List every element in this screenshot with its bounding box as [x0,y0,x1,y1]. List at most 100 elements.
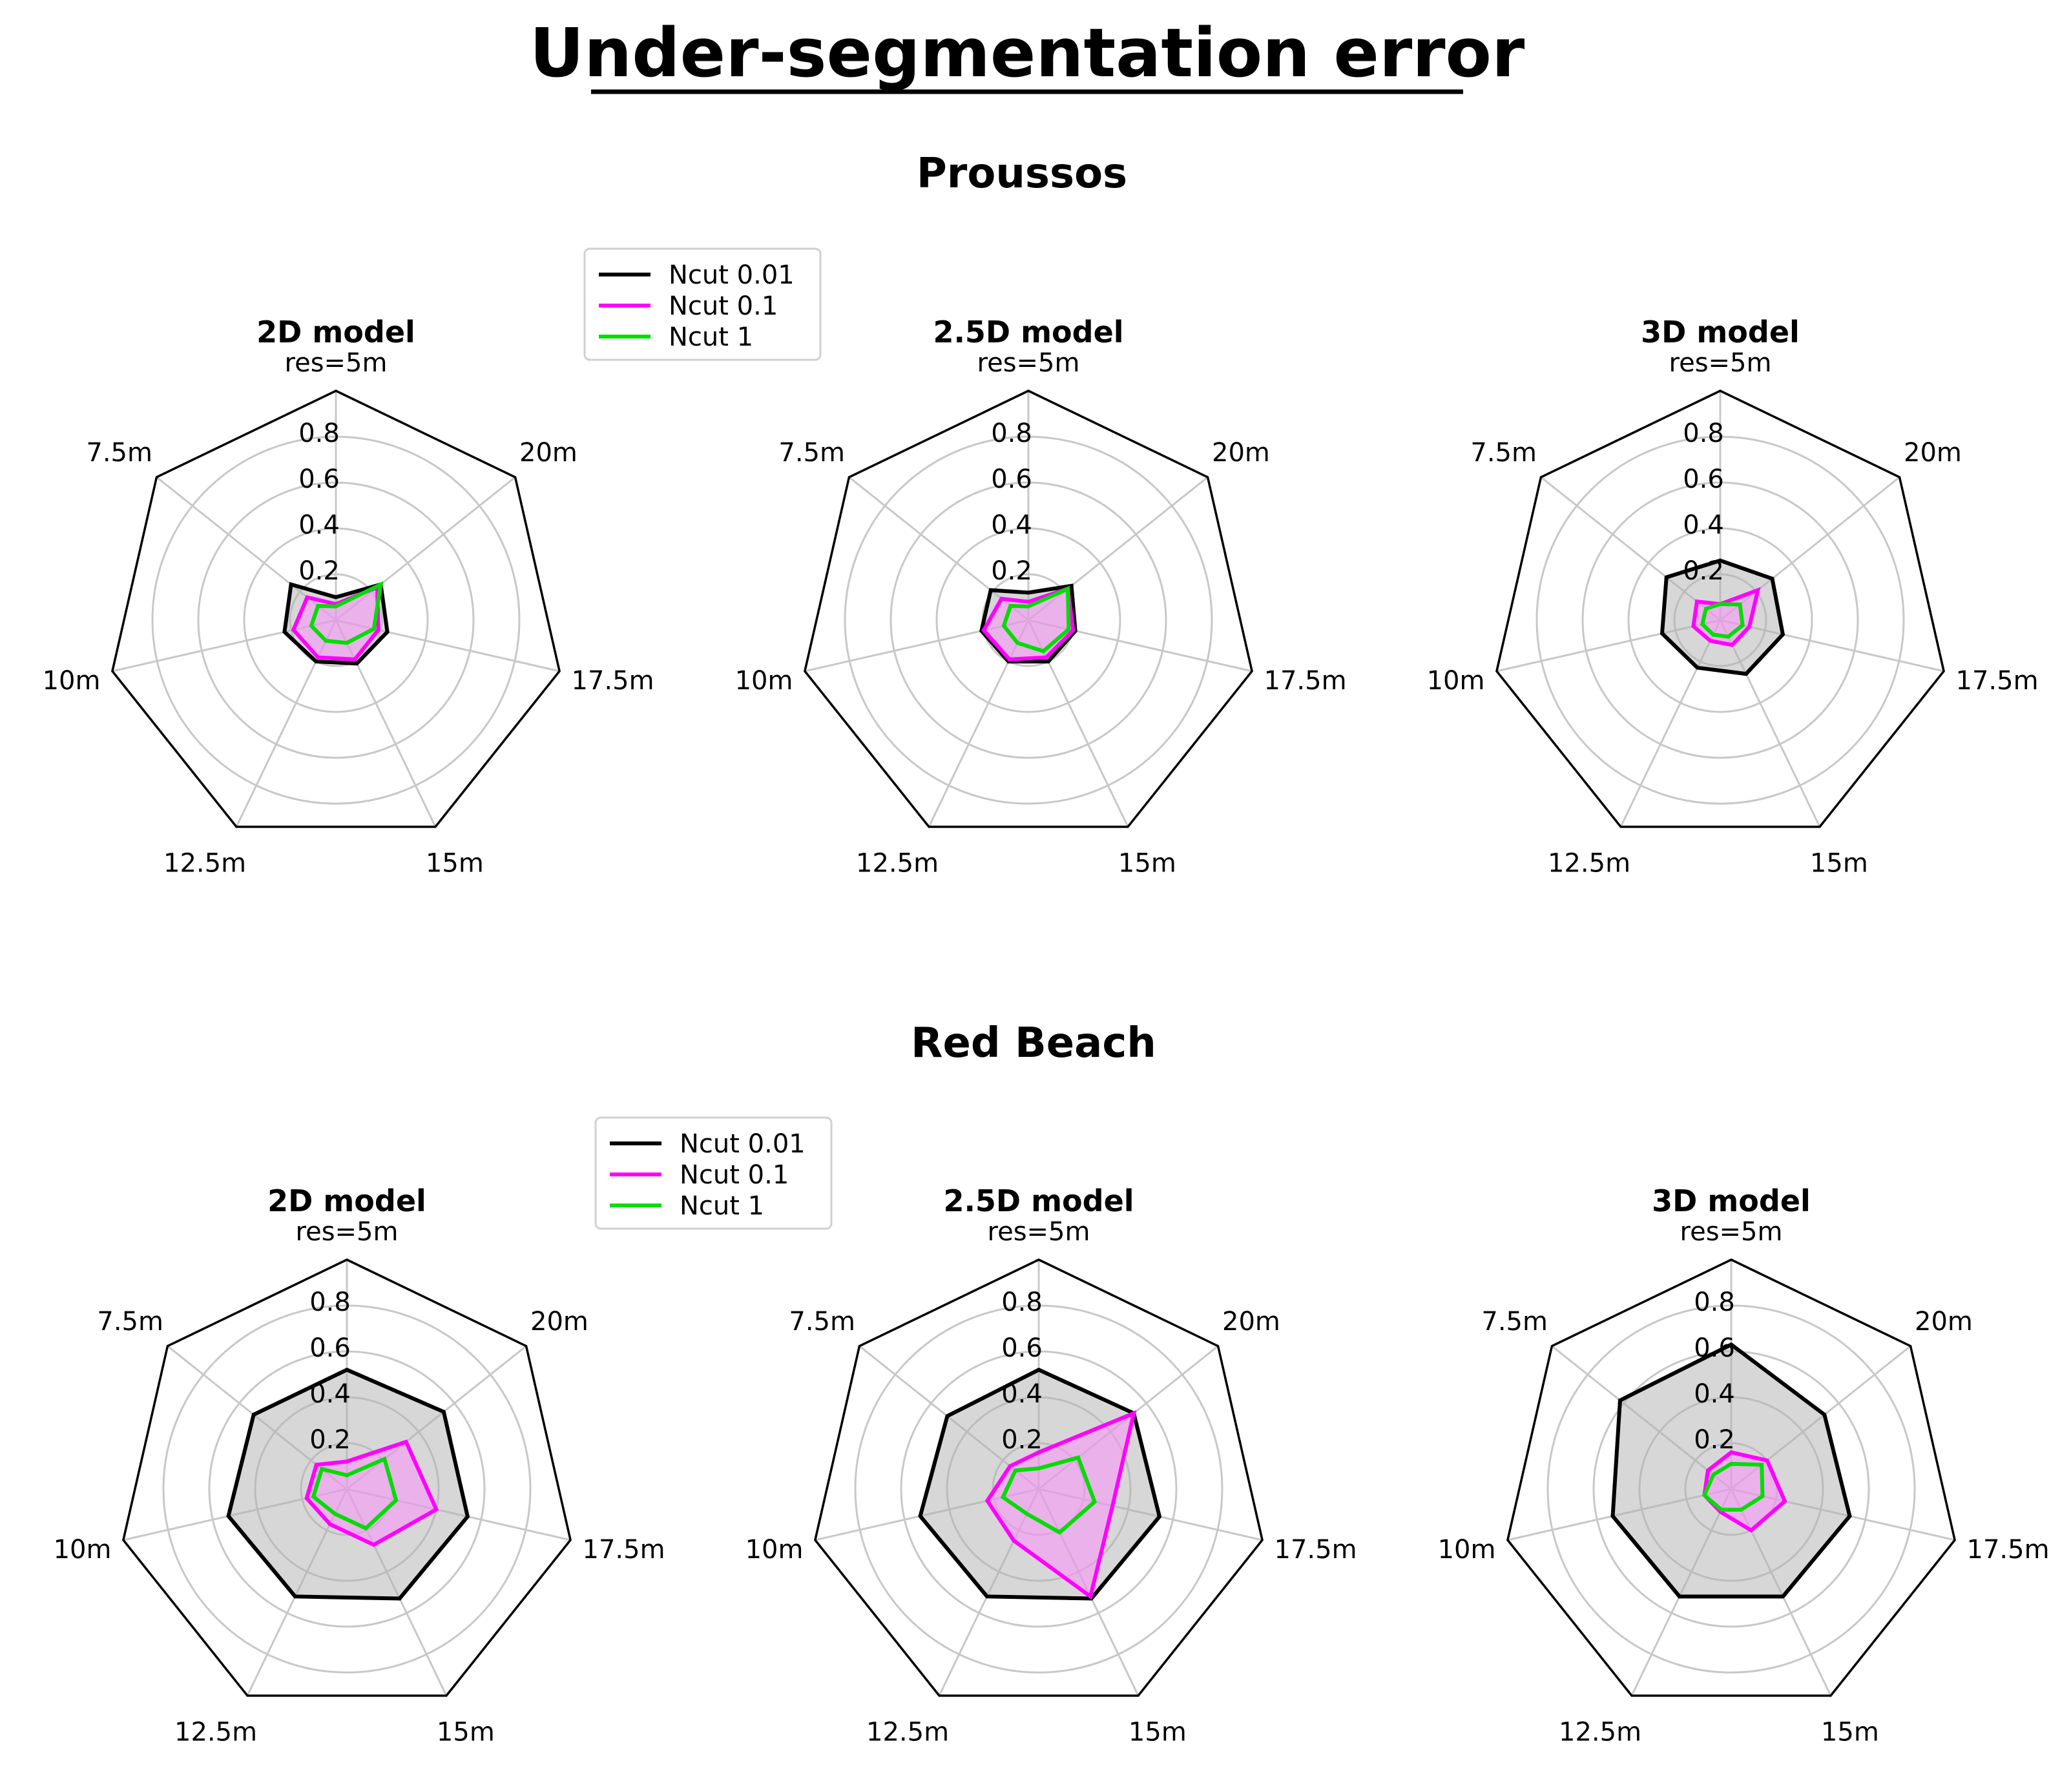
series-line-2 [1691,587,1761,647]
tick-label: 0.2 [991,556,1032,586]
chart-title: 2.5D model [933,315,1123,349]
radar-frame [111,390,561,828]
series-line-1 [979,583,1077,663]
tick-label: 0.4 [1694,1379,1735,1409]
axis-label: 7.5m [86,438,152,468]
series-line-3 [1702,1461,1765,1512]
series-line-3 [311,1456,399,1531]
chart-subtitle: res=5m [1669,348,1772,378]
axis-label: 10m [43,666,101,696]
tick-label: 0.6 [1683,464,1724,494]
tick-label: 0.8 [1683,419,1724,448]
axis-label: 7.5m [1470,438,1537,468]
tick-label: 0.8 [1694,1287,1735,1317]
series-line-1 [918,1368,1162,1601]
axis-label: 7.5m [789,1307,855,1337]
series-line-1 [226,1368,470,1601]
tick-label: 0.4 [1683,510,1724,540]
tick-label: 0.2 [1694,1425,1735,1455]
axis-label: 12.5m [1559,1718,1641,1747]
tick-label: 0.6 [298,464,340,494]
axis-label: 15m [1821,1718,1879,1747]
radar-frame [814,1258,1264,1697]
tick-label: 0.8 [298,419,340,448]
radar-frame [1495,390,1945,828]
series-line-1 [1660,558,1785,676]
axis-label: 7.5m [97,1307,163,1337]
axis-label: 12.5m [1548,849,1630,879]
chart-subtitle: res=5m [296,1217,399,1247]
axis-label: 17.5m [1956,666,2039,696]
chart-title: 3D model [1641,315,1800,349]
axis-label: 20m [519,438,578,468]
series-area-2 [987,1413,1134,1597]
axis-label: 12.5m [866,1718,949,1747]
axis-label: 15m [1118,849,1176,879]
axis-label: 17.5m [1264,666,1347,696]
axis-label: 20m [1222,1307,1280,1337]
figure-title: Under-segmentation error [530,14,1525,92]
axis-label: 17.5m [1275,1535,1357,1565]
series-line-3 [309,581,384,645]
series-area-2 [306,1441,437,1545]
series-line-3 [1000,1455,1098,1535]
tick-label: 0.2 [309,1425,351,1455]
tick-label: 0.6 [1694,1333,1735,1363]
chart-subtitle: res=5m [285,348,388,378]
axis-label: 15m [437,1718,495,1747]
axis-label: 17.5m [1967,1535,2050,1565]
axis-label: 17.5m [572,666,654,696]
chart-title: 2.5D model [943,1183,1134,1218]
series-line-2 [1702,1450,1787,1533]
tick-label: 0.4 [1001,1379,1043,1409]
axis-label: 15m [1129,1718,1187,1747]
axis-label: 20m [1915,1307,1973,1337]
tick-label: 0.6 [1001,1333,1043,1363]
series-line-1 [282,581,390,666]
chart-subtitle: res=5m [988,1217,1090,1247]
chart-title: 2D model [256,315,415,349]
axis-label: 10m [1438,1535,1496,1565]
legend-label: Ncut 1 [680,1191,764,1221]
chart-subtitle: res=5m [977,348,1080,378]
tick-label: 0.4 [298,510,340,540]
axis-label: 17.5m [583,1535,665,1565]
chart-title: 3D model [1652,1183,1811,1218]
series-line-3 [1001,585,1071,654]
tick-label: 0.8 [309,1287,351,1317]
radar-frame [122,1258,572,1697]
tick-label: 0.2 [1001,1425,1043,1455]
axis-label: 15m [1810,849,1868,879]
legend-label: Ncut 0.1 [669,291,778,321]
axis-label: 10m [735,666,793,696]
series-line-2 [304,1439,439,1547]
group-title-proussos: Proussos [917,150,1127,198]
tick-label: 0.6 [991,464,1032,494]
series-line-2 [984,1410,1137,1600]
legend-label: Ncut 0.01 [669,260,795,290]
axis-label: 10m [54,1535,112,1565]
axis-label: 10m [1427,666,1485,696]
series-line-3 [1700,602,1745,639]
radar-frame [804,390,1253,828]
tick-label: 0.4 [309,1379,351,1409]
legend-label: Ncut 0.1 [680,1160,789,1190]
charts-container: 2D modelres=5m0.20.40.60.820m17.5m15m12.… [43,247,2050,1747]
axis-label: 7.5m [1481,1307,1548,1337]
axis-label: 12.5m [856,849,939,879]
series-area-2 [983,589,1074,660]
tick-label: 0.6 [309,1333,351,1363]
axis-label: 12.5m [174,1718,257,1747]
legend-label: Ncut 1 [669,322,753,352]
axis-label: 10m [745,1535,804,1565]
legend-label: Ncut 0.01 [680,1129,806,1159]
radar-frame [1506,1258,1956,1697]
axis-label: 20m [1904,438,1962,468]
